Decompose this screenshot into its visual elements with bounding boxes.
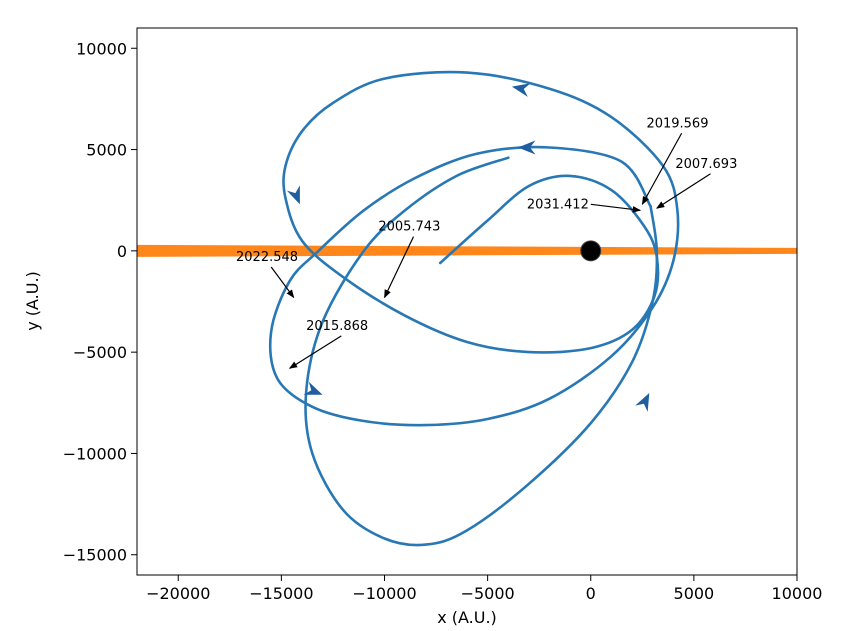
x-axis: −20000 −15000 −10000 −5000 0 5000 10000	[146, 575, 822, 603]
annotation-label-2: 2007.693	[675, 157, 737, 172]
plot-frame	[136, 27, 798, 576]
orbit-series-2	[304, 156, 659, 547]
band-layer	[137, 244, 797, 257]
direction-arrow-1	[517, 140, 536, 155]
annotation-layer: 2019.569 2007.693 2031.412 2005.743 2022.548…	[236, 116, 737, 369]
y-tick-label: −5000	[73, 343, 127, 362]
x-axis-label: x (A.U.)	[437, 608, 497, 627]
x-tick-label: 0	[586, 584, 596, 603]
central-body	[580, 240, 602, 262]
annotation-arrow-1	[641, 132, 683, 205]
y-tick-label: −15000	[63, 546, 127, 565]
x-tick-label: 5000	[674, 584, 715, 603]
annotation-arrow-3	[590, 203, 642, 213]
direction-arrow-2	[511, 83, 531, 97]
direction-arrow-layer	[286, 83, 650, 412]
x-tick-label: −10000	[352, 584, 416, 603]
annotation-arrow-6	[288, 335, 342, 369]
direction-arrow-5	[635, 392, 650, 412]
annotation-label-5: 2022.548	[236, 250, 298, 265]
central-body-layer	[580, 240, 602, 262]
orbit-layer	[268, 70, 680, 547]
x-tick-label: −20000	[146, 584, 210, 603]
x-tick-label: 10000	[772, 584, 823, 603]
y-tick-label: 0	[117, 242, 127, 261]
y-tick-label: −10000	[63, 444, 127, 463]
direction-arrow-4	[303, 381, 323, 395]
y-tick-label: 10000	[76, 39, 127, 58]
orbital-plane-band	[137, 244, 797, 257]
annotation-label-3: 2031.412	[527, 197, 589, 212]
annotation-label-6: 2015.868	[306, 319, 368, 334]
annotation-label-1: 2019.569	[646, 116, 708, 131]
plot-background	[137, 28, 797, 575]
x-tick-label: −5000	[461, 584, 515, 603]
direction-arrow-3	[286, 185, 300, 205]
annotation-arrow-4	[383, 236, 415, 299]
y-axis-label: y (A.U.)	[23, 271, 42, 331]
y-tick-label: 5000	[86, 141, 127, 160]
annotation-label-4: 2005.743	[378, 220, 440, 235]
annotation-arrow-5	[270, 266, 295, 299]
annotation-arrow-2	[656, 173, 711, 209]
y-axis: 10000 5000 0 −5000 −10000 −15000	[63, 39, 137, 565]
x-tick-label: −15000	[249, 584, 313, 603]
